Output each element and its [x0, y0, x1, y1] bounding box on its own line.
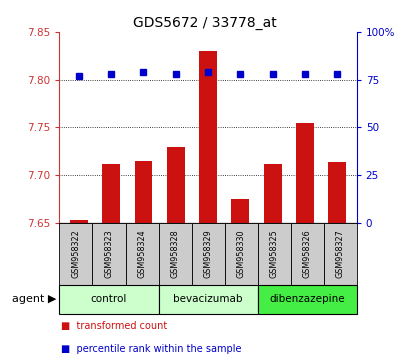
Bar: [70, 220, 88, 223]
Text: bevacizumab: bevacizumab: [173, 295, 242, 304]
Text: ■  percentile rank within the sample: ■ percentile rank within the sample: [61, 344, 241, 354]
Text: GSM958328: GSM958328: [170, 230, 179, 278]
Text: dibenzazepine: dibenzazepine: [269, 295, 344, 304]
Text: GSM958326: GSM958326: [302, 230, 311, 278]
Bar: [102, 164, 120, 223]
Bar: [295, 122, 313, 223]
Bar: [199, 51, 216, 223]
Text: GSM958327: GSM958327: [335, 230, 344, 278]
Bar: [263, 164, 281, 223]
Bar: [166, 147, 184, 223]
Bar: [231, 199, 249, 223]
Text: GSM958329: GSM958329: [203, 230, 212, 278]
Bar: [328, 162, 345, 223]
Text: agent ▶: agent ▶: [12, 295, 56, 304]
Text: control: control: [90, 295, 127, 304]
Text: ■  transformed count: ■ transformed count: [61, 321, 167, 331]
Text: GSM958323: GSM958323: [104, 230, 113, 278]
Text: GSM958324: GSM958324: [137, 230, 146, 278]
Text: GSM958330: GSM958330: [236, 230, 245, 278]
Text: GSM958325: GSM958325: [269, 230, 278, 278]
Bar: [134, 161, 152, 223]
Text: GDS5672 / 33778_at: GDS5672 / 33778_at: [133, 16, 276, 30]
Text: GSM958322: GSM958322: [71, 230, 80, 278]
